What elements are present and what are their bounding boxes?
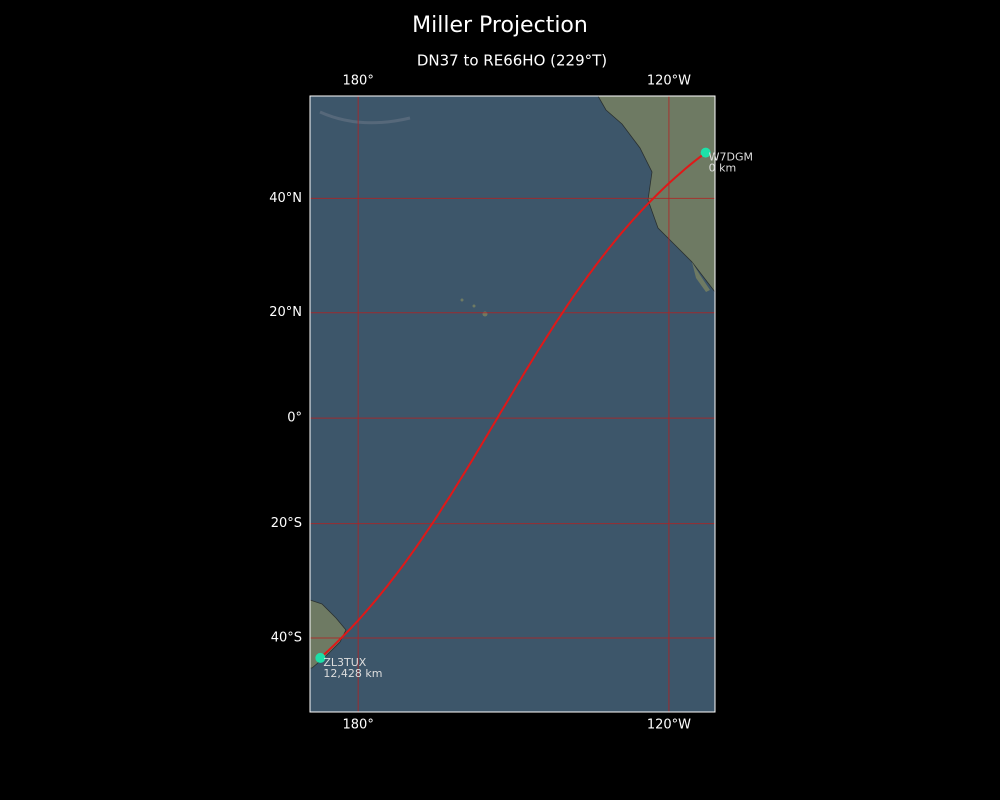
lon-tick-label: 180° bbox=[343, 74, 374, 89]
map bbox=[310, 96, 715, 712]
station bbox=[315, 652, 326, 663]
lat-tick-label: 20°N bbox=[269, 305, 302, 320]
lat-tick-label: 20°S bbox=[271, 516, 302, 531]
station-distance: 0 km bbox=[709, 162, 737, 175]
station bbox=[700, 147, 711, 158]
route bbox=[319, 151, 707, 659]
lon-tick-label: 180° bbox=[343, 718, 374, 733]
station-distance: 12,428 km bbox=[323, 667, 382, 680]
station-name: ZL3TUX bbox=[323, 656, 366, 669]
subtitle: DN37 to RE66HO (229°T) bbox=[417, 52, 607, 70]
aleutians bbox=[319, 110, 411, 125]
title: Miller Projection bbox=[412, 13, 588, 38]
map-frame bbox=[309, 95, 716, 713]
baja bbox=[692, 262, 710, 292]
lat-tick-label: 40°N bbox=[269, 191, 302, 206]
island bbox=[460, 298, 464, 302]
lon-tick-label: 120°W bbox=[647, 718, 691, 733]
new-zealand bbox=[310, 599, 347, 669]
lon-tick-label: 120°W bbox=[647, 74, 691, 89]
island bbox=[472, 304, 476, 308]
station-name: W7DGM bbox=[709, 151, 753, 164]
lat-tick-label: 0° bbox=[287, 411, 302, 426]
lat-tick-label: 40°S bbox=[271, 631, 302, 646]
